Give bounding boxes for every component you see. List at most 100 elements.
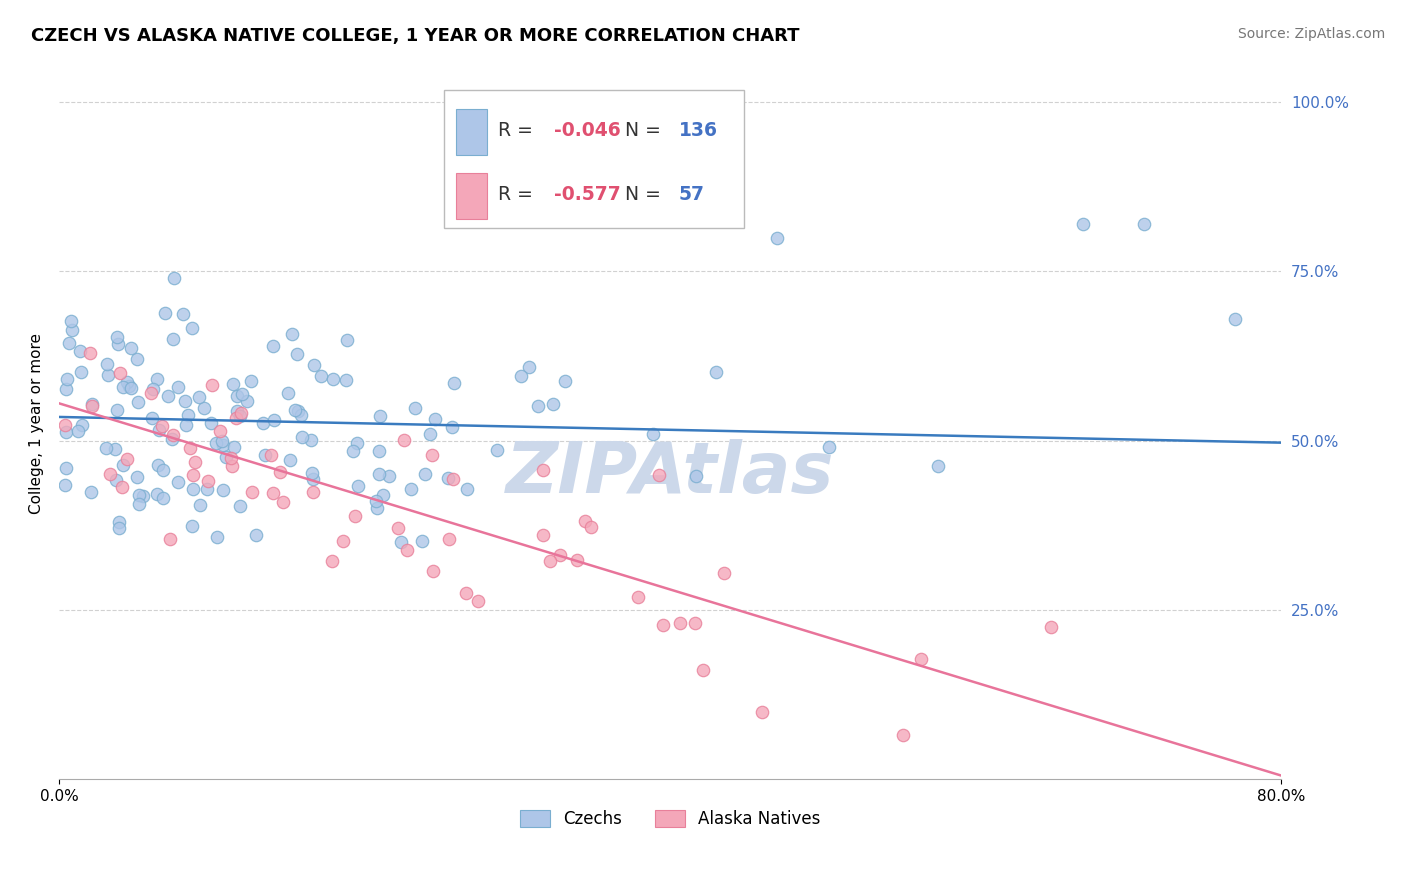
Point [181, 468, 204, 483]
Point [115, 376, 138, 390]
Point [683, 616, 706, 631]
Point [425, 411, 447, 425]
Point [221, 459, 243, 474]
Point [180, 519, 202, 533]
Point [162, 428, 184, 442]
Point [80, 399, 103, 413]
Point [485, 442, 508, 457]
Point [302, 472, 325, 486]
Point [262, 339, 284, 353]
FancyBboxPatch shape [444, 90, 744, 228]
Point [467, 594, 489, 608]
Point [439, 532, 461, 546]
Text: -0.046: -0.046 [554, 121, 621, 140]
Point [685, 468, 707, 483]
Point [291, 430, 314, 444]
Point [641, 427, 664, 442]
Point [94, 441, 117, 455]
Bar [457, 173, 486, 219]
Point [281, 326, 304, 341]
Point [285, 346, 308, 360]
Point [240, 484, 263, 499]
Point [392, 434, 415, 448]
Y-axis label: College, 1 year or more: College, 1 year or more [30, 334, 44, 514]
Point [222, 440, 245, 454]
Point [565, 553, 588, 567]
Point [510, 368, 533, 383]
Point [207, 530, 229, 544]
Point [287, 404, 309, 418]
Point [222, 376, 245, 391]
Point [399, 482, 422, 496]
Point [107, 330, 129, 344]
Point [172, 307, 194, 321]
Point [70, 417, 93, 432]
Point [891, 728, 914, 742]
Point [817, 440, 839, 454]
Point [344, 508, 367, 523]
Point [531, 528, 554, 542]
Text: R =: R = [498, 185, 538, 204]
Point [98, 467, 121, 481]
Point [156, 389, 179, 403]
Point [346, 435, 368, 450]
Point [271, 495, 294, 509]
Point [1071, 217, 1094, 231]
Point [107, 336, 129, 351]
Point [368, 409, 391, 424]
Point [97, 368, 120, 383]
Point [181, 483, 204, 497]
Point [387, 521, 409, 535]
Point [322, 372, 344, 386]
Point [927, 458, 949, 473]
Point [284, 402, 307, 417]
Point [231, 386, 253, 401]
Point [531, 463, 554, 477]
Point [162, 432, 184, 446]
Point [454, 585, 477, 599]
Point [321, 554, 343, 568]
Point [53, 478, 76, 492]
Text: 57: 57 [679, 185, 704, 204]
Point [82, 397, 104, 411]
Point [193, 401, 215, 415]
Point [413, 467, 436, 481]
Point [55, 372, 77, 386]
Point [58, 335, 80, 350]
Point [229, 409, 252, 424]
Point [128, 488, 150, 502]
Point [205, 436, 228, 450]
Point [441, 472, 464, 486]
Point [422, 564, 444, 578]
Point [263, 412, 285, 426]
Text: ZIPAtlas: ZIPAtlas [506, 439, 835, 508]
Point [111, 380, 134, 394]
Point [142, 382, 165, 396]
Point [627, 590, 650, 604]
Point [239, 374, 262, 388]
Point [118, 378, 141, 392]
Point [301, 433, 323, 447]
Point [278, 453, 301, 467]
Point [527, 399, 550, 413]
Point [391, 534, 413, 549]
Point [180, 321, 202, 335]
Point [104, 442, 127, 456]
Point [277, 385, 299, 400]
Point [195, 483, 218, 497]
Text: CZECH VS ALASKA NATIVE COLLEGE, 1 YEAR OR MORE CORRELATION CHART: CZECH VS ALASKA NATIVE COLLEGE, 1 YEAR O… [31, 27, 800, 45]
Point [1132, 217, 1154, 231]
Point [69, 365, 91, 379]
Point [209, 424, 232, 438]
Point [229, 499, 252, 513]
Point [69, 343, 91, 358]
Point [252, 416, 274, 430]
Point [212, 437, 235, 451]
Text: -0.577: -0.577 [554, 185, 621, 204]
Point [120, 341, 142, 355]
Point [187, 390, 209, 404]
Point [125, 469, 148, 483]
Point [475, 149, 498, 163]
Point [219, 451, 242, 466]
Point [574, 514, 596, 528]
